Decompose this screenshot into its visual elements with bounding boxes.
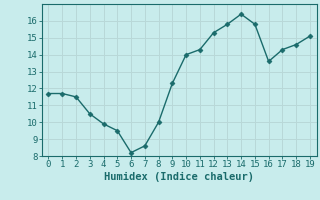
X-axis label: Humidex (Indice chaleur): Humidex (Indice chaleur) xyxy=(104,172,254,182)
